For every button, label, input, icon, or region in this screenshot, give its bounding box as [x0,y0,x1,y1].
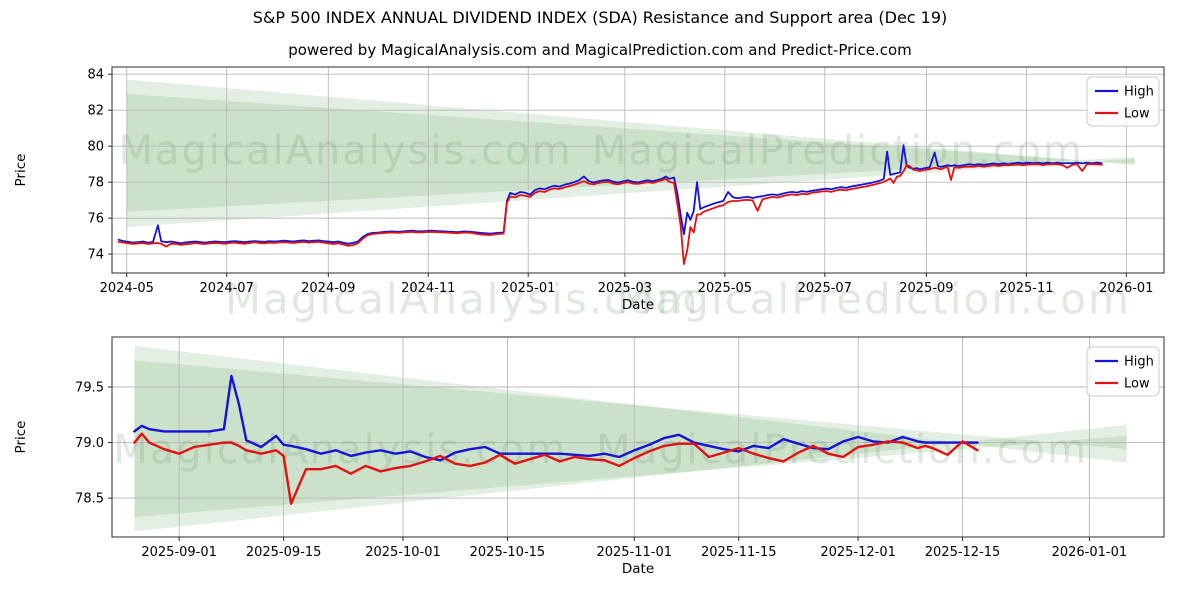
y-tick-label: 76 [87,212,104,227]
watermark-text: MagicalAnalysis.com [118,128,572,174]
plot-border [111,336,1165,538]
watermark-text: MagicalPrediction.com [592,128,1084,174]
ticks [108,386,1090,541]
x-tick-label: 2024-07 [200,281,254,296]
x-tick-label: 2025-11-01 [596,545,672,560]
resistance-support-inner [134,360,1127,517]
chart-title: S&P 500 INDEX ANNUAL DIVIDEND INDEX (SDA… [252,8,948,27]
legend: High Low [1086,76,1160,127]
low-series-line [117,163,1103,265]
y-tick-label: 78 [87,176,104,191]
plot-border [111,66,1165,274]
chart-price-chart-recent-zoom: MagicalAnalysis.com MagicalPrediction.com… [13,336,1165,577]
legend-label-low: Low [1124,107,1150,122]
watermark-text: MagicalPrediction.com [596,427,1088,473]
resistance-support-inner [126,94,1135,228]
ticks [108,73,1127,277]
low-series-line [133,432,979,505]
x-tick-label: 2025-12-01 [820,545,896,560]
y-tick-label: 79.5 [75,381,104,396]
y-tick-label: 84 [87,68,104,83]
watermark-text: MagicalAnalysis.com [225,275,700,324]
x-tick-label: 2026-01 [1099,281,1153,296]
y-tick-label: 80 [87,140,104,155]
watermark-text: MagicalPrediction.com [616,275,1131,324]
grid [112,67,1164,273]
x-axis-label: Date [622,297,654,313]
y-tick-label: 82 [87,104,104,119]
x-tick-label: 2025-03 [598,281,652,296]
x-tick-label: 2025-10-01 [365,545,441,560]
watermark-text: MagicalAnalysis.com [113,427,567,473]
y-tick-label: 74 [87,248,104,263]
chart-price-chart-full-history: MagicalAnalysis.com MagicalPrediction.com… [13,66,1165,324]
x-tick-label: 2025-07 [798,281,852,296]
grid [112,337,1164,537]
x-tick-label: 2025-09 [899,281,953,296]
x-tick-label: 2025-09-01 [141,545,217,560]
resistance-support-outer [126,79,1135,212]
x-tick-label: 2025-12-15 [925,545,1001,560]
x-tick-label: 2026-01-01 [1052,545,1128,560]
high-series-line [133,374,979,462]
x-tick-label: 2024-05 [100,281,154,296]
x-tick-label: 2025-01 [501,281,555,296]
x-tick-label: 2025-10-15 [470,545,546,560]
y-axis-label: Price [13,154,29,187]
x-tick-label: 2025-05 [698,281,752,296]
legend: High Low [1086,346,1160,397]
x-tick-label: 2024-11 [401,281,455,296]
high-series-line [117,144,1103,245]
x-tick-label: 2025-11-15 [701,545,777,560]
legend-label-low: Low [1124,377,1150,392]
legend-label-high: High [1124,85,1154,100]
resistance-support-outer [134,345,1127,532]
y-axis-label: Price [13,421,29,454]
x-tick-label: 2025-11 [999,281,1053,296]
y-tick-label: 79.0 [75,436,104,451]
x-axis-label: Date [622,561,654,577]
y-tick-label: 78.5 [75,492,104,507]
legend-label-high: High [1124,355,1154,370]
x-tick-label: 2024-09 [301,281,355,296]
x-tick-label: 2025-09-15 [246,545,322,560]
chart-subtitle: powered by MagicalAnalysis.com and Magic… [288,41,912,59]
